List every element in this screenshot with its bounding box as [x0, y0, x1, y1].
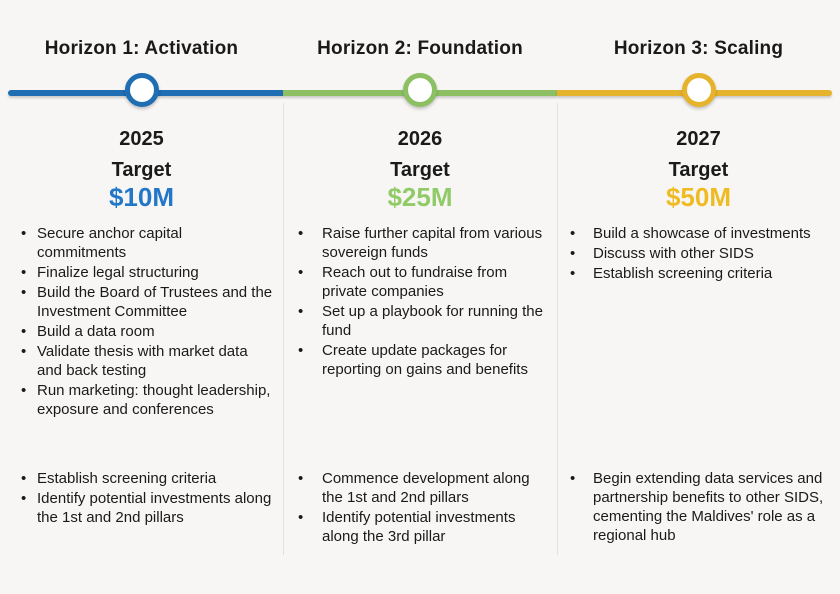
list-item: Establish screening criteria	[567, 264, 834, 283]
horizon-column-1: Horizon 1: Activation 2025 Target $10M S…	[0, 0, 283, 594]
horizon-column-3: Horizon 3: Scaling 2027 Target $50M Buil…	[557, 0, 840, 594]
year-label-1: 2025	[119, 128, 164, 150]
timeline-node-3	[681, 73, 716, 107]
horizon-1-header: Horizon 1: Activation	[44, 38, 239, 59]
list-item: Create update packages for reporting on …	[295, 341, 549, 379]
list-item: Establish screening criteria	[16, 469, 273, 488]
list-item: Finalize legal structuring	[16, 263, 273, 282]
list-item: Discuss with other SIDS	[567, 244, 834, 263]
list-item: Secure anchor capital commitments	[16, 224, 273, 262]
timeline-node-2	[403, 73, 437, 107]
list-item: Begin extending data services and partne…	[567, 469, 834, 545]
milestones-list-bottom-3: Begin extending data services and partne…	[567, 469, 834, 546]
target-label-3: Target	[668, 159, 729, 181]
target-value-1: $10M	[108, 182, 175, 212]
milestones-list-top-3: Build a showcase of investments Discuss …	[567, 224, 834, 284]
list-item: Set up a playbook for running the fund	[295, 302, 549, 340]
horizon-column-2: Horizon 2: Foundation 2026 Target $25M R…	[283, 0, 557, 594]
timeline-node-1	[124, 73, 159, 107]
target-label-2: Target	[390, 159, 450, 181]
target-label-1: Target	[111, 159, 172, 181]
horizon-2-header: Horizon 2: Foundation	[317, 38, 523, 59]
column-divider-2	[557, 103, 558, 555]
target-value-3: $50M	[665, 182, 732, 212]
list-item: Build a showcase of investments	[567, 224, 834, 243]
list-item: Reach out to fundraise from private comp…	[295, 263, 549, 301]
milestones-list-bottom-2: Commence development along the 1st and 2…	[295, 469, 549, 547]
list-item: Commence development along the 1st and 2…	[295, 469, 549, 507]
list-item: Build a data room	[16, 322, 273, 341]
year-label-3: 2027	[676, 128, 721, 150]
milestones-list-top-1: Secure anchor capital commitments Finali…	[16, 224, 273, 420]
column-divider-1	[283, 103, 284, 555]
list-item: Run marketing: thought leadership, expos…	[16, 381, 273, 419]
list-item: Identify potential investments along the…	[16, 489, 273, 527]
list-item: Validate thesis with market data and bac…	[16, 342, 273, 380]
target-value-2: $25M	[387, 182, 453, 212]
milestones-list-bottom-1: Establish screening criteria Identify po…	[16, 469, 273, 528]
horizon-3-header: Horizon 3: Scaling	[613, 38, 784, 59]
milestones-list-top-2: Raise further capital from various sover…	[295, 224, 549, 380]
list-item: Raise further capital from various sover…	[295, 224, 549, 262]
list-item: Build the Board of Trustees and the Inve…	[16, 283, 273, 321]
year-label-2: 2026	[397, 128, 443, 150]
list-item: Identify potential investments along the…	[295, 508, 549, 546]
